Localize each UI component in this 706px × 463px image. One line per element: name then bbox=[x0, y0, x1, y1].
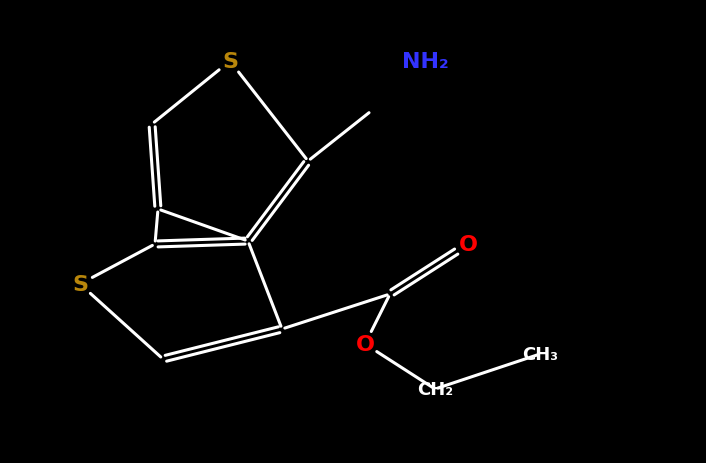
Text: O: O bbox=[356, 334, 374, 354]
Text: S: S bbox=[72, 275, 88, 294]
Text: CH₃: CH₃ bbox=[522, 345, 558, 363]
Text: O: O bbox=[458, 234, 477, 255]
Text: NH₂: NH₂ bbox=[402, 52, 448, 72]
Text: CH₂: CH₂ bbox=[417, 380, 453, 398]
Text: S: S bbox=[222, 52, 238, 72]
